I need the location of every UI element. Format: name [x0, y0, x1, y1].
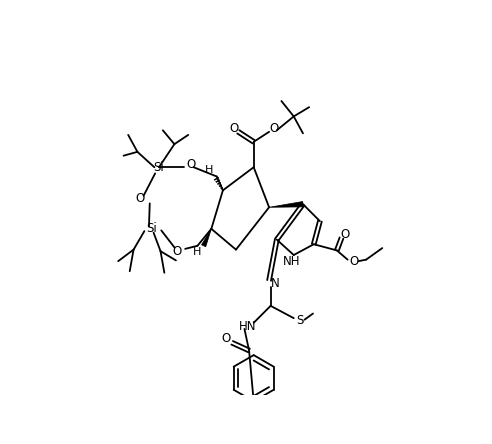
Text: HN: HN: [239, 320, 256, 333]
Text: O: O: [173, 245, 182, 258]
Text: H: H: [205, 165, 213, 175]
Text: NH: NH: [283, 255, 300, 268]
Text: S: S: [296, 314, 304, 327]
Text: O: O: [229, 122, 238, 135]
Text: H: H: [193, 247, 202, 257]
Text: O: O: [186, 158, 195, 170]
Text: O: O: [340, 228, 350, 241]
Text: O: O: [221, 333, 231, 345]
Polygon shape: [202, 229, 212, 247]
Text: O: O: [349, 255, 358, 268]
Text: O: O: [136, 192, 145, 205]
Text: N: N: [271, 277, 279, 290]
Text: O: O: [270, 122, 279, 135]
Text: Si: Si: [154, 161, 164, 174]
Text: Si: Si: [147, 222, 157, 234]
Polygon shape: [269, 202, 303, 207]
